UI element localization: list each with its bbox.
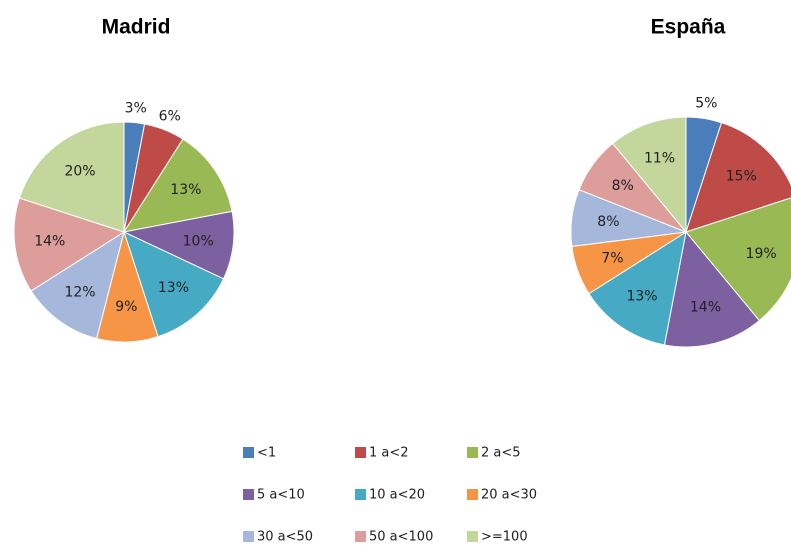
data-label: 8% — [612, 178, 634, 194]
data-label: 10% — [183, 233, 214, 249]
pie-slice — [611, 116, 687, 234]
legend-swatch — [355, 531, 366, 542]
data-label: 20% — [64, 163, 95, 179]
chart-title: España — [651, 16, 726, 39]
legend-label: 5 a<10 — [257, 488, 305, 503]
data-label: 5% — [695, 96, 717, 112]
legend-label: >=100 — [481, 530, 528, 545]
data-label: 8% — [597, 214, 619, 230]
legend-swatch — [243, 489, 254, 500]
legend-label: 2 a<5 — [481, 446, 521, 461]
legend-swatch — [243, 531, 254, 542]
pie-slice — [122, 138, 233, 233]
pie-slice — [18, 121, 125, 233]
pie-slice — [13, 197, 126, 292]
legend-label: 10 a<20 — [369, 488, 425, 503]
data-label: 3% — [125, 100, 147, 116]
data-label: 7% — [601, 250, 623, 266]
pie-slice — [30, 230, 125, 340]
pie-slice — [685, 197, 791, 322]
data-label: 12% — [64, 285, 95, 301]
legend-label: 50 a<100 — [369, 530, 433, 545]
legend-swatch — [467, 447, 478, 458]
legend-swatch — [355, 489, 366, 500]
legend-swatch — [467, 489, 478, 500]
legend-swatch — [355, 447, 366, 458]
legend-swatch — [467, 531, 478, 542]
data-label: 19% — [746, 246, 777, 262]
data-label: 6% — [159, 108, 181, 124]
data-label: 13% — [626, 289, 657, 305]
data-label: 13% — [158, 280, 189, 296]
legend-label: 1 a<2 — [369, 446, 409, 461]
chart-title: Madrid — [102, 16, 171, 39]
legend-label: 30 a<50 — [257, 530, 313, 545]
pie-slice — [588, 230, 687, 346]
pie-slice — [663, 230, 761, 348]
data-label: 14% — [690, 300, 721, 316]
legend-label: <1 — [257, 446, 276, 461]
data-label: 15% — [726, 169, 757, 185]
legend-swatch — [243, 447, 254, 458]
data-label: 11% — [644, 150, 675, 166]
data-label: 14% — [34, 233, 65, 249]
data-label: 9% — [115, 299, 137, 315]
pie-slice — [123, 231, 225, 338]
data-label: 13% — [170, 182, 201, 198]
pie-slice — [685, 121, 791, 233]
legend-label: 20 a<30 — [481, 488, 537, 503]
